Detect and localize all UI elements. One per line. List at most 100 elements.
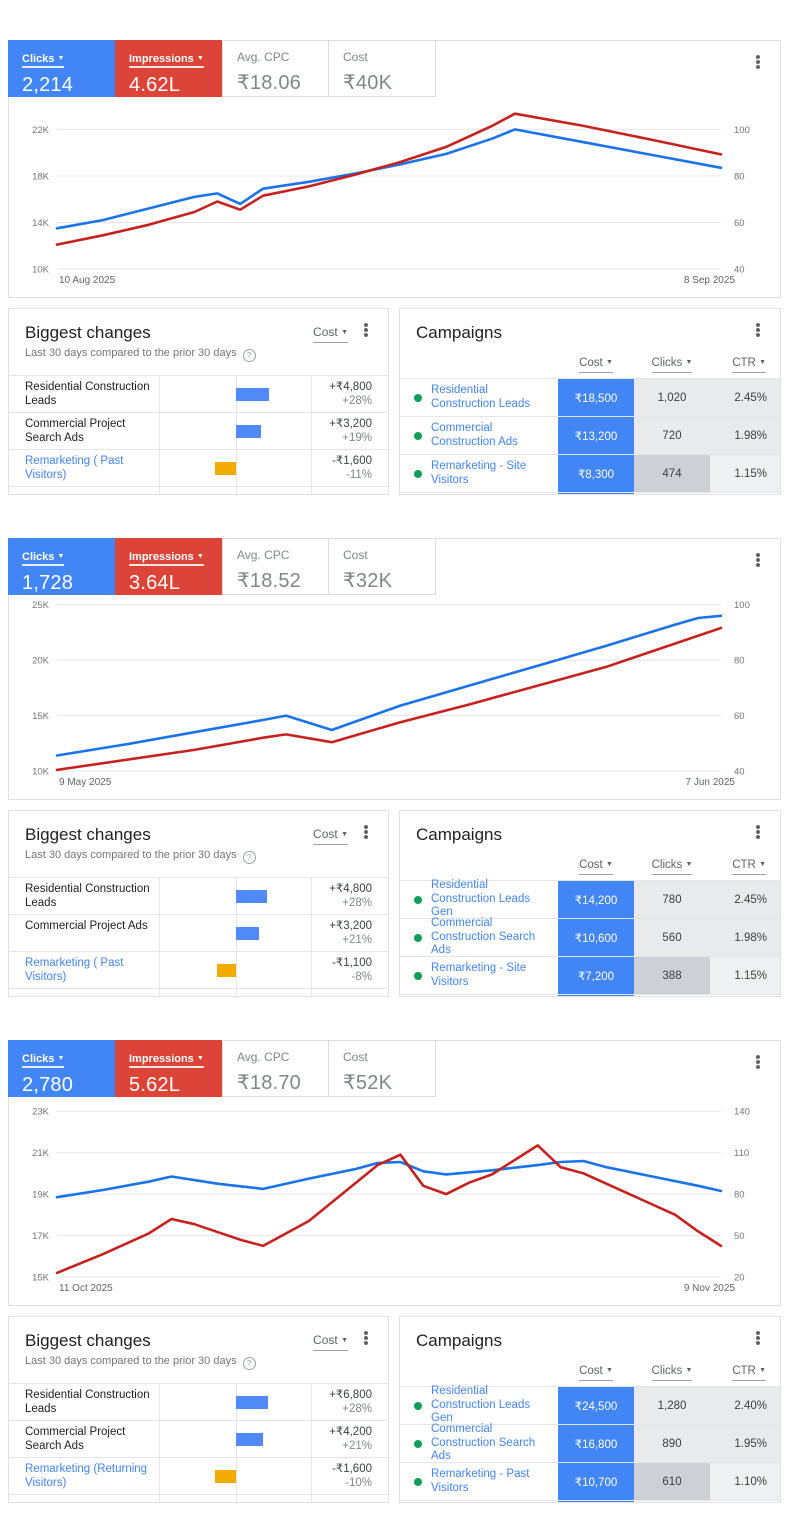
campaigns-sort-cost[interactable]: Cost ▼ [579, 859, 613, 875]
metric-label-impressions[interactable]: Impressions ▼ [129, 53, 204, 68]
metric-box-impressions[interactable]: Impressions ▼ 3.64L [115, 538, 222, 595]
biggest-changes-title: Biggest changes [25, 825, 151, 844]
change-values: +₹4,800 +28% [312, 376, 388, 412]
campaigns-header-row: Cost ▼ Clicks ▼ CTR ▼ [400, 1361, 780, 1386]
campaign-name-link[interactable]: Commercial Construction Search Ads [431, 1423, 536, 1463]
change-amount: +₹4,800 [329, 381, 372, 393]
biggest-changes-sort-dropdown[interactable]: Cost ▼ [313, 325, 348, 343]
metric-box-cost[interactable]: Cost ₹32K [329, 538, 436, 595]
metric-box-cost[interactable]: Cost ₹52K [329, 1040, 436, 1097]
campaigns-sort-ctr[interactable]: CTR ▼ [732, 357, 766, 373]
change-entity-name[interactable]: Remarketing ( Past Visitors) [9, 450, 160, 486]
change-bar [235, 926, 259, 940]
metric-box-clicks[interactable]: Clicks ▼ 2,780 [8, 1040, 115, 1097]
biggest-changes-row [9, 1495, 388, 1502]
change-entity-name[interactable]: Remarketing ( Past Visitors) [9, 952, 160, 988]
change-percent: -8% [351, 970, 372, 983]
biggest-changes-overflow-menu-icon[interactable]: • • • [363, 1325, 369, 1352]
campaign-row: Residential Construction Leads Gen ₹14,2… [400, 879, 780, 919]
biggest-changes-overflow-menu-icon[interactable]: • • • [363, 819, 369, 846]
campaigns-overflow-menu-icon[interactable]: • • • [755, 317, 761, 344]
svg-text:25K: 25K [32, 600, 50, 611]
campaign-status-dot-icon [414, 393, 422, 402]
campaign-name-link[interactable]: Remarketing - Site Visitors [431, 460, 527, 486]
metric-value-clicks: 2,214 [22, 74, 74, 96]
svg-text:110: 110 [734, 1148, 749, 1159]
metric-box-avg-cpc[interactable]: Avg. CPC ₹18.70 [222, 1040, 329, 1097]
campaign-status-dot-icon [414, 469, 422, 478]
campaign-ctr-cell: 1.98% [710, 417, 780, 454]
campaign-cost-cell: ₹8,300 [558, 455, 634, 492]
campaign-clicks-cell: 474 [634, 455, 710, 492]
chevron-down-icon: ▼ [605, 359, 613, 366]
campaign-row [400, 994, 780, 996]
biggest-changes-table: Residential Construction Leads +₹4,800 +… [9, 375, 388, 494]
metric-label-clicks[interactable]: Clicks ▼ [22, 1053, 65, 1068]
campaign-name-link[interactable]: Residential Construction Leads Gen [431, 879, 531, 919]
campaigns-sort-clicks[interactable]: Clicks ▼ [651, 357, 693, 373]
biggest-changes-row: Remarketing ( Past Visitors) -₹1,600 -11… [9, 450, 388, 487]
change-values: -₹1,100 -8% [312, 952, 388, 988]
metric-box-impressions[interactable]: Impressions ▼ 5.62L [115, 1040, 222, 1097]
metric-value-avg-cpc: ₹18.52 [237, 570, 301, 592]
change-bar [235, 889, 267, 903]
svg-text:40: 40 [734, 265, 745, 276]
metric-label-impressions[interactable]: Impressions ▼ [129, 551, 204, 566]
campaigns-sort-clicks[interactable]: Clicks ▼ [651, 859, 693, 875]
biggest-changes-table: Residential Construction Leads +₹6,800 +… [9, 1383, 388, 1502]
change-amount: +₹4,800 [329, 883, 372, 895]
change-percent: -11% [346, 468, 372, 481]
chart-overflow-menu-icon[interactable]: • • • [755, 547, 761, 574]
campaign-name-cell [400, 1501, 558, 1502]
campaign-name-link[interactable]: Commercial Construction Ads [431, 422, 518, 448]
svg-text:11 Oct 2025: 11 Oct 2025 [59, 1283, 113, 1294]
change-bar-cell [160, 1421, 312, 1457]
metric-box-avg-cpc[interactable]: Avg. CPC ₹18.52 [222, 538, 329, 595]
campaigns-sort-cost[interactable]: Cost ▼ [579, 1365, 613, 1381]
metric-box-avg-cpc[interactable]: Avg. CPC ₹18.06 [222, 40, 329, 97]
biggest-changes-sort-dropdown[interactable]: Cost ▼ [313, 1333, 348, 1351]
campaign-name-link[interactable]: Remarketing - Past Visitors [431, 1468, 530, 1494]
metric-box-clicks[interactable]: Clicks ▼ 2,214 [8, 40, 115, 97]
metric-label-clicks[interactable]: Clicks ▼ [22, 551, 65, 566]
metric-label-clicks[interactable]: Clicks ▼ [22, 53, 65, 68]
chart-overflow-menu-icon[interactable]: • • • [755, 49, 761, 76]
biggest-changes-row: Residential Construction Leads +₹6,800 +… [9, 1384, 388, 1421]
campaigns-sort-clicks[interactable]: Clicks ▼ [651, 1365, 693, 1381]
help-icon[interactable]: ? [242, 1357, 256, 1370]
svg-text:9 Nov 2025: 9 Nov 2025 [684, 1283, 736, 1294]
campaign-name-link[interactable]: Residential Construction Leads [431, 384, 531, 410]
metric-box-clicks[interactable]: Clicks ▼ 1,728 [8, 538, 115, 595]
biggest-changes-overflow-menu-icon[interactable]: • • • [363, 317, 369, 344]
metric-box-impressions[interactable]: Impressions ▼ 4.62L [115, 40, 222, 97]
help-icon[interactable]: ? [242, 851, 256, 864]
campaigns-sort-cost[interactable]: Cost ▼ [579, 357, 613, 373]
change-values: +₹4,200 +21% [312, 1421, 388, 1457]
help-icon[interactable]: ? [242, 349, 256, 362]
campaign-ctr-cell: 1.98% [710, 919, 780, 956]
metric-box-cost[interactable]: Cost ₹40K [329, 40, 436, 97]
campaigns-card: Campaigns • • • Cost ▼ Clicks ▼ CTR ▼ Resi… [399, 810, 781, 997]
campaign-clicks-cell: 890 [634, 1425, 710, 1462]
campaigns-sort-ctr[interactable]: CTR ▼ [732, 859, 766, 875]
change-values: +₹6,800 +28% [312, 1384, 388, 1420]
campaigns-overflow-menu-icon[interactable]: • • • [755, 819, 761, 846]
change-amount: -₹1,600 [332, 1463, 372, 1475]
change-entity-name[interactable]: Remarketing (Returning Visitors) [9, 1458, 160, 1494]
metric-label-cost: Cost [343, 548, 368, 562]
biggest-changes-sort-dropdown[interactable]: Cost ▼ [313, 827, 348, 845]
campaign-name-link[interactable]: Remarketing - Site Visitors [431, 962, 527, 988]
biggest-changes-row: Residential Construction Leads +₹4,800 +… [9, 376, 388, 413]
biggest-changes-card: Biggest changes Last 30 days compared to… [8, 1316, 389, 1503]
change-values [312, 1495, 388, 1502]
change-values: -₹1,600 -10% [312, 1458, 388, 1494]
chevron-down-icon: ▼ [759, 359, 766, 366]
campaigns-sort-ctr[interactable]: CTR ▼ [732, 1365, 766, 1381]
metric-label-impressions[interactable]: Impressions ▼ [129, 1053, 204, 1068]
campaigns-overflow-menu-icon[interactable]: • • • [755, 1325, 761, 1352]
campaign-name-cell: Remarketing - Past Visitors [400, 1463, 558, 1500]
campaign-clicks-cell [634, 493, 710, 494]
campaign-name-link[interactable]: Residential Construction Leads Gen [431, 1385, 531, 1425]
campaign-name-link[interactable]: Commercial Construction Search Ads [431, 917, 536, 957]
chart-overflow-menu-icon[interactable]: • • • [755, 1049, 761, 1076]
